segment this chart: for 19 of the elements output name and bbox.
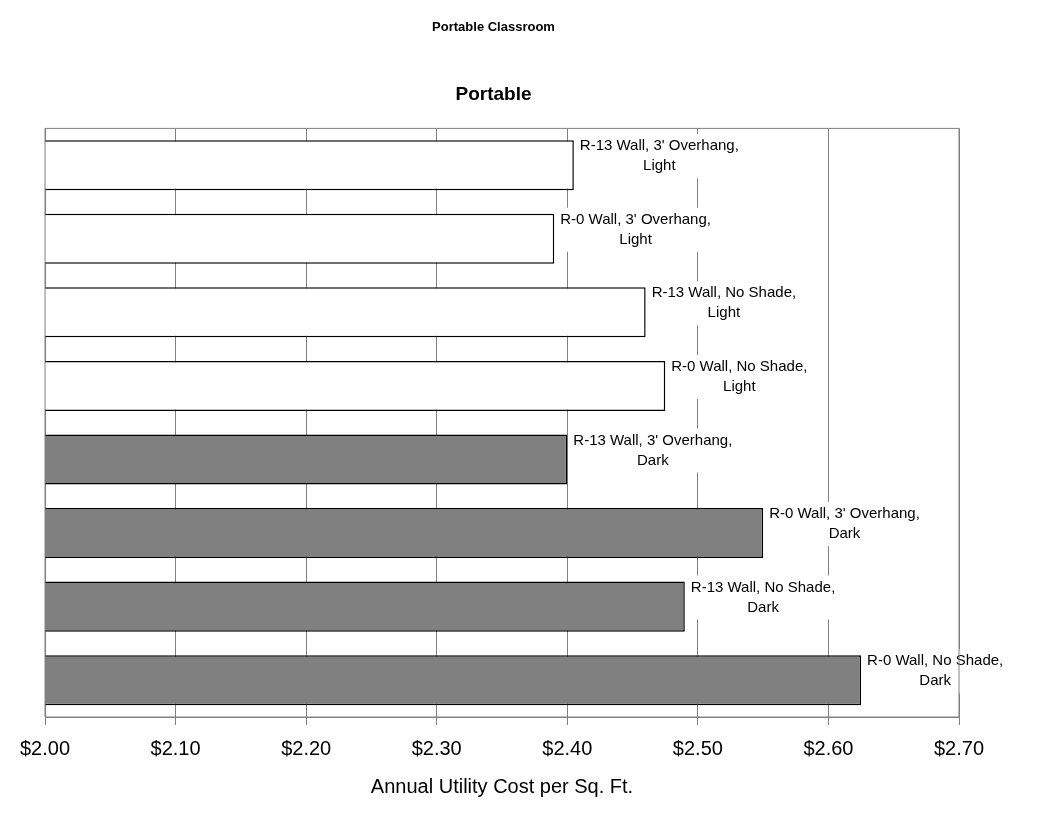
x-tick-label: $2.50 (672, 736, 723, 759)
x-tick-label: $2.30 (411, 736, 462, 759)
y-tick-label: R-13 Wall, 3' Overhang, Dark (573, 430, 733, 468)
x-axis-title: Annual Utility Cost per Sq. Ft. (370, 774, 634, 797)
y-tick-label: R-0 Wall, 3' Overhang, Dark (769, 504, 920, 542)
x-tick-label: $2.20 (281, 736, 332, 759)
x-tick-label: $2.60 (803, 736, 854, 759)
y-tick-label: R-0 Wall, 3' Overhang, Light (560, 209, 711, 247)
y-tick-label: R-13 Wall, No Shade, Light (651, 283, 797, 321)
x-tick-label: $2.00 (19, 736, 71, 759)
x-tick-label: $2.40 (542, 736, 593, 759)
chart-title: Portable Classroom (432, 19, 555, 35)
x-tick-label: $2.10 (150, 736, 201, 759)
y-tick-label: R-0 Wall, No Shade, Dark (867, 651, 1004, 689)
y-tick-label: R-0 Wall, No Shade, Light (671, 357, 808, 395)
y-tick-label: R-13 Wall, No Shade, Dark (690, 577, 836, 615)
chart-subtitle: Portable (455, 83, 532, 105)
x-tick-label: $2.70 (933, 736, 985, 759)
y-tick-label: R-13 Wall, 3' Overhang, Light (579, 136, 739, 174)
